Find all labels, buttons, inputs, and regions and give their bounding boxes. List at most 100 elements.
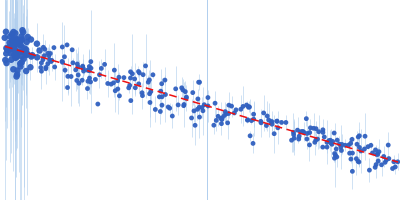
Point bbox=[327, 139, 334, 142]
Point bbox=[38, 61, 44, 64]
Point bbox=[12, 48, 18, 51]
Point bbox=[345, 144, 352, 147]
Point bbox=[3, 52, 10, 55]
Point bbox=[332, 152, 338, 155]
Point bbox=[96, 73, 103, 76]
Point bbox=[40, 58, 46, 61]
Point bbox=[191, 109, 197, 112]
Point bbox=[18, 35, 25, 38]
Point bbox=[290, 131, 297, 134]
Point bbox=[12, 41, 19, 44]
Point bbox=[14, 51, 21, 54]
Point bbox=[324, 141, 330, 144]
Point bbox=[353, 157, 360, 160]
Point bbox=[41, 54, 48, 57]
Point bbox=[5, 48, 11, 52]
Point bbox=[268, 120, 274, 124]
Point bbox=[306, 131, 313, 134]
Point bbox=[72, 68, 79, 71]
Point bbox=[183, 96, 190, 99]
Point bbox=[136, 82, 142, 85]
Point bbox=[218, 122, 225, 125]
Point bbox=[13, 75, 20, 78]
Point bbox=[52, 65, 58, 69]
Point bbox=[129, 72, 136, 75]
Point bbox=[101, 63, 108, 66]
Point bbox=[296, 137, 302, 141]
Point bbox=[201, 103, 208, 106]
Point bbox=[219, 118, 225, 121]
Point bbox=[42, 48, 48, 51]
Point bbox=[61, 55, 68, 58]
Point bbox=[157, 110, 164, 113]
Point bbox=[158, 82, 165, 85]
Point bbox=[378, 163, 385, 166]
Point bbox=[98, 67, 104, 70]
Point bbox=[238, 108, 244, 111]
Point bbox=[223, 112, 229, 116]
Point bbox=[310, 127, 317, 130]
Point bbox=[16, 50, 22, 53]
Point bbox=[321, 135, 328, 139]
Point bbox=[313, 138, 319, 142]
Point bbox=[365, 145, 371, 148]
Point bbox=[243, 103, 250, 107]
Point bbox=[269, 123, 275, 126]
Point bbox=[326, 139, 332, 142]
Point bbox=[192, 124, 198, 127]
Point bbox=[233, 108, 239, 111]
Point bbox=[20, 50, 26, 53]
Point bbox=[79, 79, 85, 82]
Point bbox=[240, 105, 246, 108]
Point bbox=[190, 91, 196, 94]
Point bbox=[150, 73, 156, 76]
Point bbox=[23, 53, 29, 56]
Point bbox=[320, 128, 326, 131]
Point bbox=[338, 146, 344, 149]
Point bbox=[18, 44, 24, 47]
Point bbox=[274, 120, 280, 123]
Point bbox=[159, 104, 165, 107]
Point bbox=[64, 86, 71, 89]
Point bbox=[132, 77, 138, 81]
Point bbox=[375, 159, 381, 163]
Point bbox=[21, 47, 28, 50]
Point bbox=[16, 44, 23, 47]
Point bbox=[34, 56, 40, 59]
Point bbox=[324, 145, 330, 149]
Point bbox=[373, 153, 380, 156]
Point bbox=[59, 61, 66, 64]
Point bbox=[250, 142, 256, 145]
Point bbox=[85, 80, 91, 83]
Point bbox=[27, 66, 34, 69]
Point bbox=[75, 65, 81, 68]
Point bbox=[13, 53, 20, 56]
Point bbox=[11, 54, 18, 57]
Point bbox=[36, 49, 43, 52]
Point bbox=[28, 55, 34, 58]
Point bbox=[74, 79, 80, 82]
Point bbox=[68, 75, 74, 78]
Point bbox=[392, 165, 398, 169]
Point bbox=[19, 29, 26, 32]
Point bbox=[304, 132, 310, 135]
Point bbox=[331, 131, 337, 135]
Point bbox=[394, 160, 400, 163]
Point bbox=[374, 153, 381, 156]
Point bbox=[332, 153, 339, 157]
Point bbox=[92, 78, 98, 81]
Point bbox=[10, 43, 17, 46]
Point bbox=[200, 109, 206, 112]
Point bbox=[271, 132, 277, 135]
Point bbox=[354, 143, 360, 146]
Point bbox=[23, 48, 29, 51]
Point bbox=[12, 56, 19, 59]
Point bbox=[221, 114, 228, 117]
Point bbox=[44, 62, 51, 65]
Point bbox=[19, 38, 26, 41]
Point bbox=[114, 87, 121, 91]
Point bbox=[348, 157, 354, 161]
Point bbox=[195, 97, 201, 101]
Point bbox=[12, 42, 19, 45]
Point bbox=[9, 32, 15, 36]
